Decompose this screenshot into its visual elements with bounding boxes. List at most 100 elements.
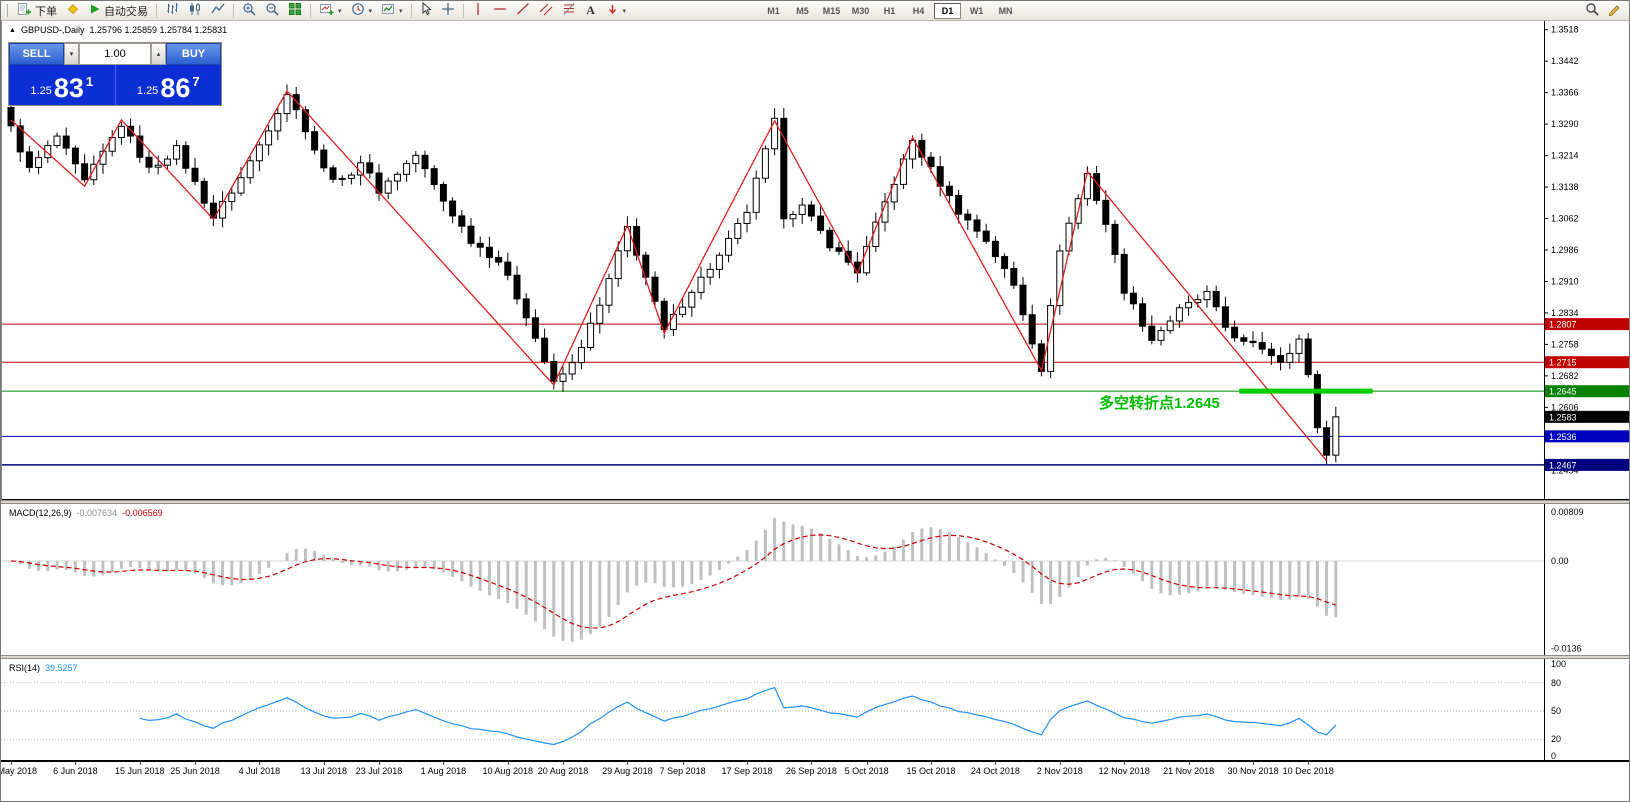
toolbar-separator [410,3,412,18]
volume-input[interactable] [79,43,151,65]
buy-price-big: 86 [160,73,191,103]
candlestick-icon [188,2,202,19]
zoom-in-button[interactable] [238,2,260,20]
date-label: 28 May 2018 [1,766,38,776]
autotrading-button[interactable]: 自动交易 [85,2,152,20]
one-click-trading-panel: SELL ▾ ▴ BUY 1.25 83 1 1.25 86 7 [9,43,221,105]
macd-signal-line [10,534,1336,629]
pencil-button[interactable] [1603,2,1625,20]
timeframe-h1-button[interactable]: H1 [883,5,896,16]
date-label: 17 Sep 2018 [721,766,773,776]
sell-button[interactable]: SELL [9,43,64,65]
svg-text:1.3290: 1.3290 [1551,119,1579,129]
time-axis[interactable]: 28 May 2018 6 Jun 2018 15 Jun 2018 25 Jun 2… [1,761,1629,801]
date-label: 29 Aug 2018 [602,766,653,776]
oct-collapse-icon[interactable]: ▲ [9,26,16,34]
timeframe-h4-button[interactable]: H4 [912,5,925,16]
text-icon: A [586,3,595,17]
date-label: 13 Jul 2018 [300,766,348,776]
metaeditor-icon [66,2,80,19]
timeframe-w1-button[interactable]: W1 [969,5,984,16]
metaeditor-button[interactable] [62,2,84,20]
timeframe-m15-button[interactable]: M15 [822,5,841,16]
svg-text:0.00: 0.00 [1551,556,1569,566]
horizontal-line-button[interactable] [489,2,511,20]
vertical-line-button[interactable] [468,2,488,20]
date-label: 4 Jul 2018 [238,766,281,776]
trendline-button[interactable] [512,2,534,20]
profiles-button[interactable]: ▾ [347,2,377,20]
date-tick [75,762,77,765]
svg-text:0.00809: 0.00809 [1551,507,1584,517]
tile-windows-button[interactable] [284,2,306,20]
search-button[interactable] [1581,2,1603,20]
svg-text:1.2606: 1.2606 [1551,402,1579,412]
text-button[interactable]: A [581,2,601,20]
volume-increase-button[interactable]: ▴ [151,43,166,65]
turning-point-annotation: 多空转折点1.2645 [1099,395,1220,412]
zoom-out-button[interactable] [261,2,283,20]
date-label: 25 Jun 2018 [170,766,220,776]
chart-line-button[interactable] [207,2,229,20]
rsi-line [139,686,1337,746]
fibonacci-icon [562,2,576,19]
date-tick [323,762,325,765]
toolbar: 下单 自动交易 [1,1,1629,21]
toolbar-separator [156,3,157,18]
symbol-info-line: ▲ GBPUSD-,Daily 1.25796 1.25859 1.25784 … [9,25,227,35]
timeframe-m5-button[interactable]: M5 [796,5,809,16]
buy-price-base: 1.25 [136,85,159,97]
vertical-line-icon [473,2,483,19]
date-tick [682,762,684,765]
svg-text:1.2682: 1.2682 [1551,371,1579,381]
timeframe-m30-button[interactable]: M30 [851,5,870,16]
svg-text:1.2467: 1.2467 [1549,460,1577,470]
timeframe-mn-button[interactable]: MN [998,5,1013,16]
volume-decrease-button[interactable]: ▾ [64,43,79,65]
zigzag-line [10,89,1328,462]
date-tick [379,762,380,765]
date-label: 15 Jun 2018 [115,766,165,776]
horizontal-line-icon [493,4,507,17]
sell-price-display[interactable]: 1.25 83 1 [9,65,115,105]
date-label: 10 Aug 2018 [482,766,534,776]
macd-panel[interactable]: 0.00809 0.00 -0.0136 [1,504,1630,655]
buy-button[interactable]: BUY [166,43,221,65]
profiles-clock-icon [351,2,365,19]
date-tick [1308,762,1310,765]
new-order-icon [17,2,32,19]
bar-chart-icon [165,2,179,19]
rsi-panel[interactable]: 100 80 50 20 0 [1,659,1630,761]
date-label: 20 Aug 2018 [537,766,589,776]
timeframe-d1-button[interactable]: D1 [934,2,962,19]
symbol-name: GBPUSD-,Daily [20,25,85,35]
trendline-icon [516,2,530,19]
svg-text:1.3366: 1.3366 [1551,88,1579,98]
new-chart-button[interactable]: ▾ [315,2,346,20]
svg-text:1.3214: 1.3214 [1551,151,1579,161]
date-label: 10 Dec 2018 [1282,766,1334,776]
panel-splitter[interactable] [1,655,1629,659]
cursor-button[interactable] [416,1,436,20]
crosshair-button[interactable] [437,2,459,20]
macd-name: MACD(12,26,9) [9,508,72,518]
chevron-down-icon: ▾ [622,7,627,15]
date-tick [563,762,564,765]
price-chart[interactable]: 1.3518 1.3442 1.3366 1.3290 1.3214 1.3138 1.30… [1,21,1630,500]
arrows-button[interactable]: ▾ [602,2,631,20]
new-order-button[interactable]: 下单 [13,2,61,20]
toolbar-grip [5,4,8,17]
date-label: 6 Jun 2018 [53,766,98,776]
date-label: 5 Oct 2018 [844,766,889,776]
buy-price-display[interactable]: 1.25 86 7 [114,65,222,105]
panel-splitter[interactable] [1,500,1629,504]
timeframe-m1-button[interactable]: M1 [767,5,780,16]
chart-candles-button[interactable] [184,2,206,20]
fibonacci-button[interactable] [558,2,580,20]
templates-button[interactable]: ▾ [377,2,407,20]
date-tick [195,762,196,765]
chart-bars-button[interactable] [161,2,183,20]
macd-axis-labels: 0.00809 0.00 -0.0136 [1551,507,1584,653]
channel-button[interactable] [535,2,557,20]
search-icon [1585,2,1599,19]
